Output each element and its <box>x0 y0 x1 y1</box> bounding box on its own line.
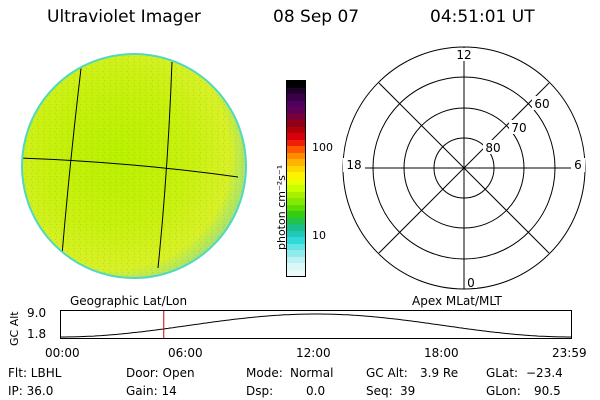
orbit-altitude-curve <box>60 313 572 338</box>
colorbar-swatch <box>287 185 305 192</box>
glat-value: −23.4 <box>526 366 563 380</box>
dsp-value: 0.0 <box>306 384 326 398</box>
colorbar-swatch <box>287 263 305 270</box>
colorbar <box>286 80 306 277</box>
orbit-plot <box>60 310 572 339</box>
colorbar-swatch <box>287 146 305 153</box>
colorbar-swatch <box>287 113 305 120</box>
mlt-label-6: 6 <box>574 158 582 172</box>
colorbar-swatch <box>287 178 305 185</box>
glon-label: GLon: <box>486 384 521 398</box>
colorbar-swatch <box>287 224 305 231</box>
time-label: 04:51:01 UT <box>430 7 535 27</box>
seq-label: Seq: <box>366 384 393 398</box>
gcalt-label: GC Alt: <box>366 366 408 380</box>
orbit-xtick-4: 23:59 <box>552 346 587 360</box>
mlt-label-0: 0 <box>467 276 475 290</box>
lat-label-60: 60 <box>534 97 549 111</box>
colorbar-swatch <box>287 139 305 146</box>
glat-label: GLat: <box>486 366 519 380</box>
ip-label: IP: 36.0 <box>8 384 54 398</box>
mode-value: Normal <box>290 366 334 380</box>
colorbar-unit-label: photon cm⁻²s⁻¹ <box>275 164 288 250</box>
filter-label: Flt: LBHL <box>8 366 62 380</box>
colorbar-swatch <box>287 243 305 250</box>
globe-image <box>21 53 247 279</box>
orbit-ytick-top: 9.0 <box>27 306 47 320</box>
orbit-xtick-1: 06:00 <box>168 346 203 360</box>
orbit-xtick-0: 00:00 <box>45 346 80 360</box>
colorbar-swatch <box>287 211 305 218</box>
lat-label-80: 80 <box>485 141 500 155</box>
glon-value: 90.5 <box>534 384 561 398</box>
colorbar-swatch <box>287 120 305 127</box>
colorbar-swatch <box>287 107 305 114</box>
orbit-xtick-3: 18:00 <box>424 346 459 360</box>
colorbar-swatch <box>287 198 305 205</box>
colorbar-tick-10: 10 <box>312 229 326 242</box>
polar-plot: 12 18 6 0 60 70 80 <box>342 46 586 290</box>
colorbar-swatch <box>287 133 305 140</box>
geo-caption: Geographic Lat/Lon <box>70 294 188 308</box>
colorbar-swatch <box>287 269 305 276</box>
colorbar-swatch <box>287 94 305 101</box>
colorbar-swatch <box>287 165 305 172</box>
lat-lon-grid <box>23 59 239 269</box>
apex-caption: Apex MLat/MLT <box>412 294 502 308</box>
colorbar-swatch <box>287 152 305 159</box>
mlt-label-12: 12 <box>456 48 471 62</box>
colorbar-swatch <box>287 191 305 198</box>
gcalt-value: 3.9 Re <box>420 366 459 380</box>
colorbar-swatch <box>287 172 305 179</box>
gain-label: Gain: 14 <box>126 384 177 398</box>
orbit-xtick-2: 12:00 <box>296 346 331 360</box>
colorbar-swatch <box>287 230 305 237</box>
colorbar-swatch <box>287 204 305 211</box>
mode-label: Mode: <box>246 366 283 380</box>
colorbar-swatch <box>287 126 305 133</box>
orbit-ylabel: GC Alt <box>8 311 21 346</box>
colorbar-swatch <box>287 250 305 257</box>
lat-label-70: 70 <box>511 121 526 135</box>
date-label: 08 Sep 07 <box>273 7 360 27</box>
colorbar-swatch <box>287 237 305 244</box>
colorbar-swatch <box>287 217 305 224</box>
colorbar-swatch <box>287 159 305 166</box>
colorbar-tick-100: 100 <box>312 141 333 154</box>
colorbar-swatch <box>287 100 305 107</box>
mlt-label-18: 18 <box>346 158 361 172</box>
dsp-label: Dsp: <box>246 384 274 398</box>
door-label: Door: Open <box>126 366 195 380</box>
colorbar-swatch <box>287 256 305 263</box>
instrument-title: Ultraviolet Imager <box>47 7 201 27</box>
colorbar-swatch <box>287 81 305 88</box>
orbit-ytick-bottom: 1.8 <box>27 327 47 341</box>
seq-value: 39 <box>400 384 416 398</box>
colorbar-swatch <box>287 87 305 94</box>
